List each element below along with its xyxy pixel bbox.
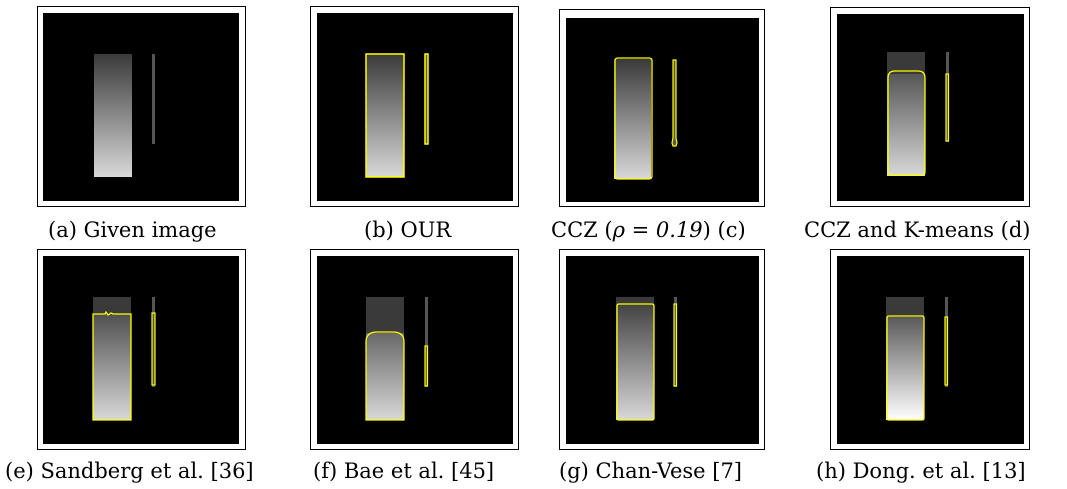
segmentation-contour <box>365 53 405 178</box>
given-image <box>43 13 239 201</box>
caption-c: CCZ (ρ = 0.19) (c) <box>551 218 746 242</box>
segmentation-image <box>837 14 1024 201</box>
segmentation-image <box>837 256 1024 444</box>
segmentation-image <box>317 256 513 444</box>
segmentation-image <box>566 18 759 202</box>
segmentation-image <box>566 256 759 444</box>
caption-a: (a) Given image <box>48 218 217 242</box>
caption-g: (g) Chan-Vese [7] <box>559 459 743 483</box>
caption-f: (f) Bae et al. [45] <box>313 459 495 483</box>
segmentation-image <box>43 256 239 444</box>
caption-b: (b) OUR <box>364 218 452 242</box>
caption-h: (h) Dong. et al. [13] <box>816 459 1026 483</box>
segmentation-image <box>317 13 513 201</box>
caption-e: (e) Sandberg et al. [36] <box>5 459 254 483</box>
caption-d: CCZ and K-means (d) <box>804 218 1031 242</box>
